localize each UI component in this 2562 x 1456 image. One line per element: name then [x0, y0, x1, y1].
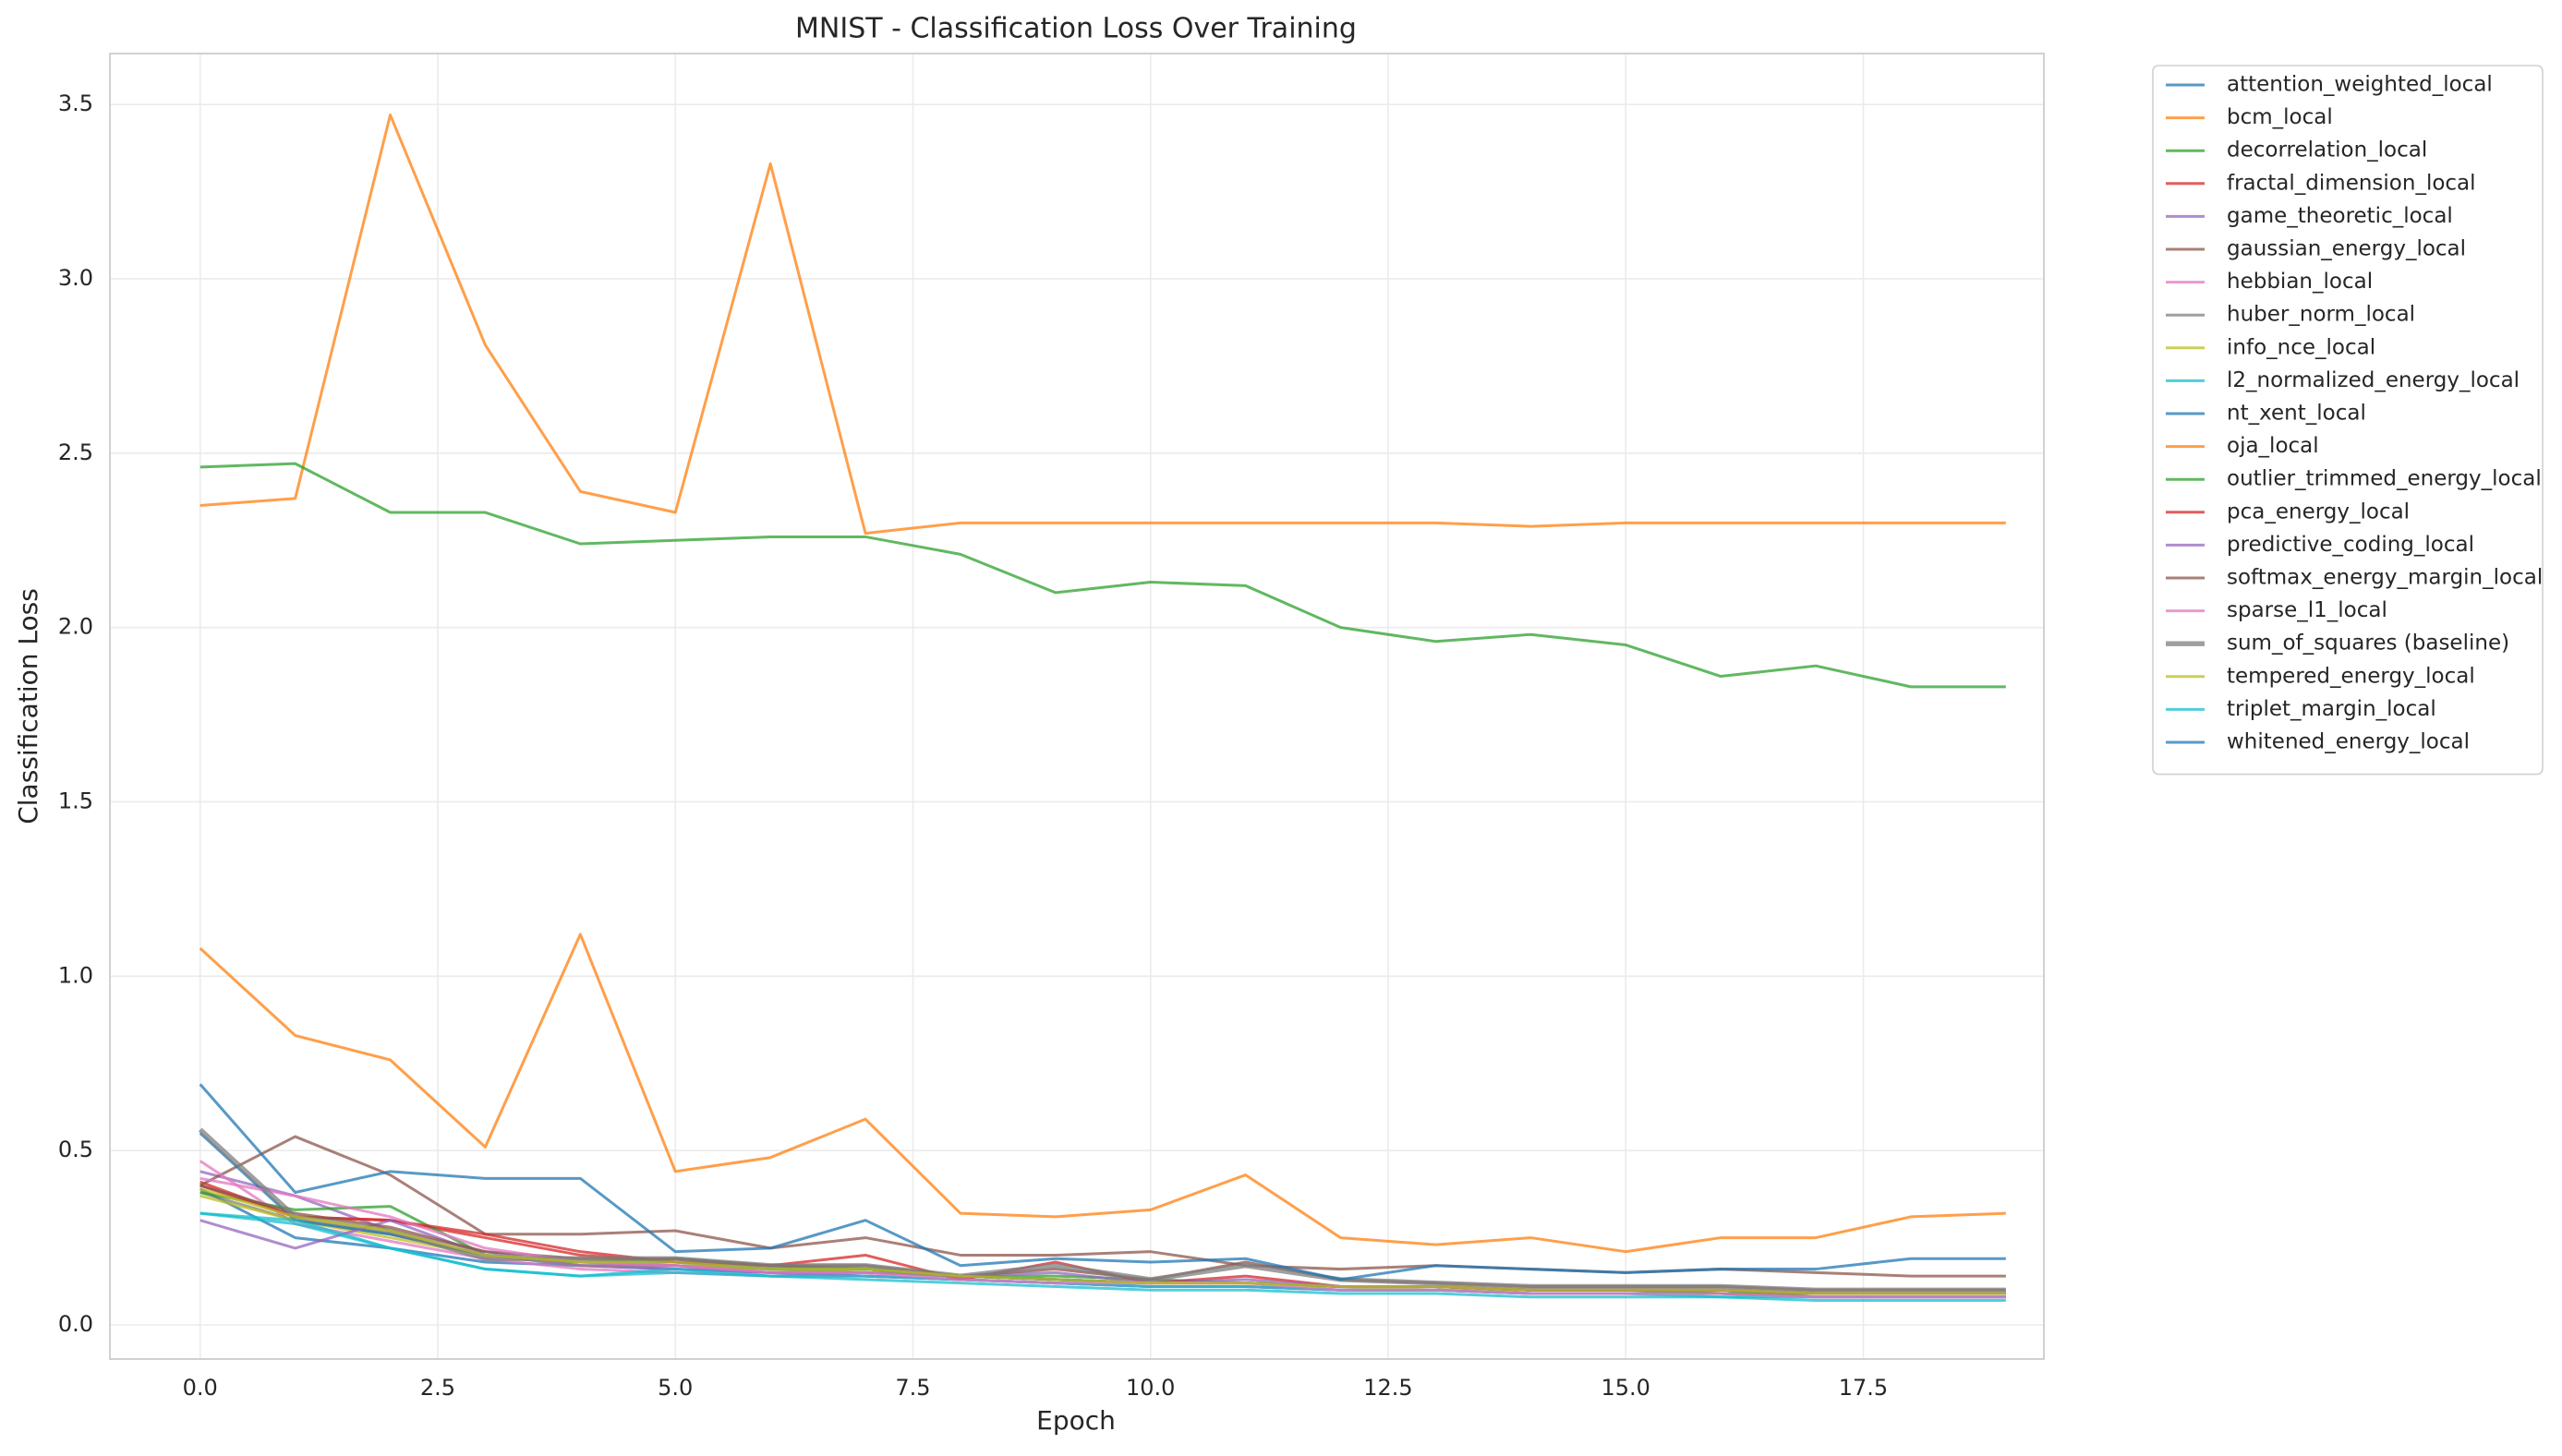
legend-label: sparse_l1_local: [2227, 598, 2387, 622]
x-tick-label: 15.0: [1601, 1375, 1650, 1401]
series-line: [199, 462, 2006, 689]
x-tick-label: 5.0: [658, 1375, 693, 1401]
x-tick-label: 7.5: [895, 1375, 930, 1401]
legend-label: sum_of_squares (baseline): [2227, 632, 2509, 656]
legend-label: hebbian_local: [2227, 270, 2373, 294]
legend-box: [2152, 65, 2544, 776]
series-line: [198, 1127, 2006, 1293]
x-tick-label: 12.5: [1363, 1375, 1412, 1401]
legend-label: attention_weighted_local: [2227, 73, 2493, 97]
series-line: [199, 1083, 2006, 1282]
legend-label: l2_normalized_energy_local: [2227, 368, 2520, 392]
legend-label: gaussian_energy_local: [2227, 237, 2466, 261]
series-line: [199, 933, 2006, 1254]
series-line: [199, 1187, 2006, 1295]
y-tick-label: 3.5: [58, 90, 93, 116]
y-tick-label: 2.0: [58, 614, 93, 640]
legend-label: info_nce_local: [2227, 335, 2375, 359]
y-tick-label: 1.0: [58, 962, 93, 988]
x-tick-label: 17.5: [1839, 1375, 1888, 1401]
legend-label: tempered_energy_local: [2227, 664, 2475, 688]
y-tick-label: 2.5: [58, 439, 93, 465]
y-tick-label: 0.5: [58, 1137, 93, 1162]
y-tick-label: 3.0: [58, 265, 93, 291]
legend-label: game_theoretic_local: [2227, 204, 2453, 228]
x-tick-label: 10.0: [1126, 1375, 1175, 1401]
legend-label: bcm_local: [2227, 105, 2333, 129]
y-tick-label: 1.5: [58, 788, 93, 813]
series-line: [199, 1176, 2006, 1299]
legend-label: softmax_energy_margin_local: [2227, 566, 2543, 590]
legend-label: triplet_margin_local: [2227, 697, 2436, 721]
legend-label: predictive_coding_local: [2227, 533, 2474, 557]
y-axis-label: Classification Loss: [13, 588, 43, 824]
legend-label: huber_norm_local: [2227, 303, 2415, 327]
plot-frame: [109, 53, 2045, 1360]
legend-label: fractal_dimension_local: [2227, 171, 2476, 195]
legend-label: pca_energy_local: [2227, 499, 2410, 523]
legend-label: nt_xent_local: [2227, 402, 2366, 426]
legend-label: oja_local: [2227, 434, 2319, 458]
x-axis-label: Epoch: [1036, 1405, 1116, 1436]
legend-label: decorrelation_local: [2227, 138, 2427, 162]
legend-label: outlier_trimmed_energy_local: [2227, 467, 2542, 491]
chart-title: MNIST - Classification Loss Over Trainin…: [795, 13, 1357, 45]
x-tick-label: 2.5: [420, 1375, 455, 1401]
y-tick-label: 0.0: [58, 1311, 93, 1337]
legend-label: whitened_energy_local: [2227, 730, 2470, 754]
x-tick-label: 0.0: [183, 1375, 218, 1401]
series-line: [199, 113, 2006, 535]
series-line: [199, 1211, 2006, 1303]
